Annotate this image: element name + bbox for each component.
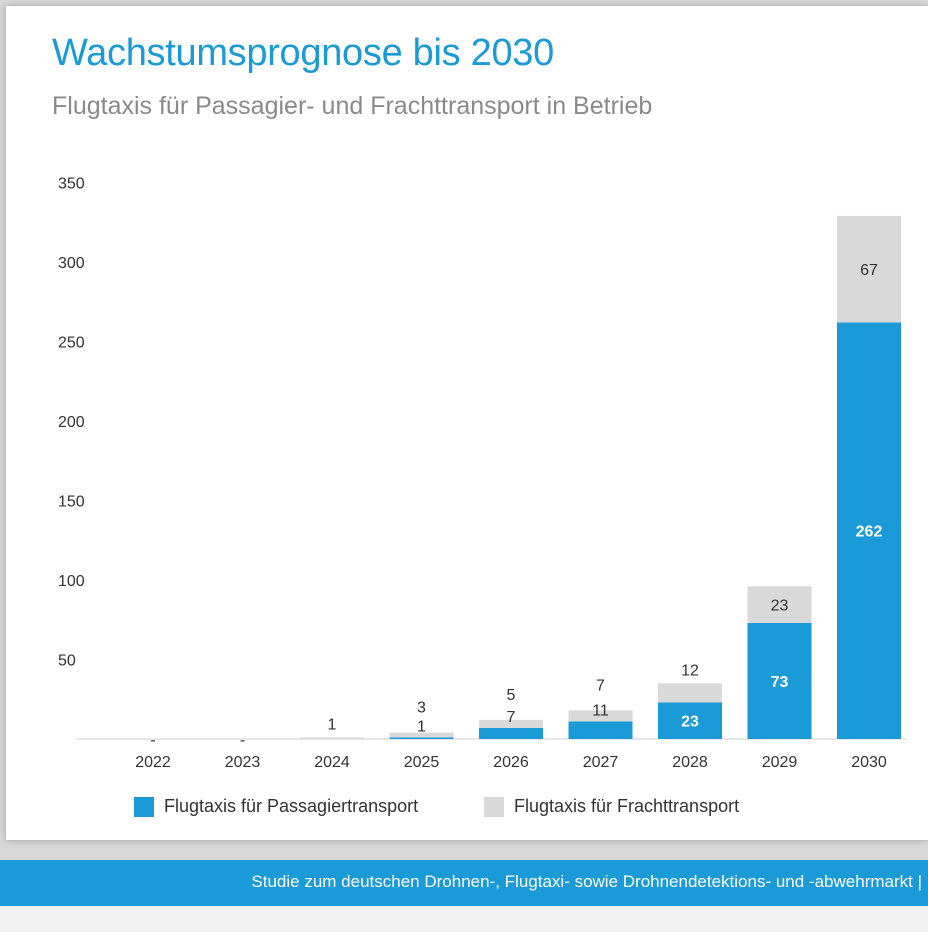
y-tick-label: 350 — [58, 176, 85, 193]
x-tick-label: 2025 — [404, 754, 440, 771]
bar-passenger — [479, 727, 543, 739]
chart-card: Wachstumsprognose bis 2030 Flugtaxis für… — [6, 6, 928, 840]
y-tick-label: 300 — [58, 255, 85, 272]
y-tick-label: 150 — [58, 494, 85, 511]
x-tick-label: 2023 — [225, 754, 261, 771]
chart-subtitle: Flugtaxis für Passagier- und Frachttrans… — [52, 92, 653, 120]
bar-passenger — [658, 702, 722, 739]
data-label-passenger: 11 — [592, 703, 609, 720]
legend-label-freight: Flugtaxis für Frachttransport — [514, 796, 740, 816]
data-label-freight: 7 — [596, 677, 605, 694]
y-tick-label: 50 — [58, 653, 76, 670]
footer-banner: Studie zum deutschen Drohnen-, Flugtaxi-… — [0, 860, 928, 906]
x-tick-label: 2029 — [762, 754, 798, 771]
data-label-freight: 1 — [328, 716, 337, 733]
bar-freight — [747, 586, 812, 623]
x-tick-label: 2027 — [583, 754, 619, 771]
x-tick-label: 2024 — [314, 754, 350, 771]
data-label-passenger: 1 — [417, 718, 426, 735]
data-label-freight: 67 — [860, 262, 878, 279]
bar-freight — [658, 683, 722, 703]
y-tick-label: 200 — [58, 414, 85, 431]
legend-item-passenger: Flugtaxis für Passagiertransport — [134, 796, 418, 817]
x-tick-label: 2026 — [493, 754, 529, 771]
stacked-bar-chart: 50100150200250300350-2022-20231202413202… — [58, 176, 906, 771]
legend-swatch-freight — [484, 796, 504, 817]
data-label-passenger: 73 — [771, 674, 789, 691]
data-label-passenger: - — [150, 732, 155, 749]
bar-freight — [479, 719, 543, 728]
data-label-passenger: 23 — [681, 714, 699, 731]
bar-freight — [389, 732, 454, 738]
legend-swatch-passenger — [134, 796, 154, 817]
y-tick-label: 250 — [58, 335, 85, 352]
data-label-freight: 3 — [417, 700, 426, 717]
x-tick-label: 2030 — [851, 754, 887, 771]
chart-title: Wachstumsprognose bis 2030 — [52, 32, 554, 74]
bottom-band — [0, 906, 928, 932]
data-label-freight: 12 — [681, 662, 699, 679]
data-label-freight: 5 — [507, 687, 516, 704]
bar-freight — [837, 215, 901, 323]
y-tick-label: 100 — [58, 573, 85, 590]
bar-passenger — [837, 322, 901, 739]
x-tick-label: 2022 — [135, 754, 171, 771]
data-label-freight: 23 — [771, 598, 789, 615]
bar-freight — [300, 737, 364, 739]
data-label-passenger: 262 — [856, 524, 883, 541]
x-tick-label: 2028 — [672, 754, 708, 771]
bar-passenger — [568, 721, 633, 739]
legend-label-passenger: Flugtaxis für Passagiertransport — [164, 796, 419, 816]
legend-item-freight: Flugtaxis für Frachttransport — [484, 796, 739, 817]
bar-passenger — [747, 622, 812, 739]
footer-text: Studie zum deutschen Drohnen-, Flugtaxi-… — [251, 872, 922, 891]
bar-freight — [568, 710, 633, 722]
bar-passenger — [389, 737, 454, 739]
data-label-passenger: - — [240, 732, 245, 749]
data-label-passenger: 7 — [507, 709, 516, 726]
